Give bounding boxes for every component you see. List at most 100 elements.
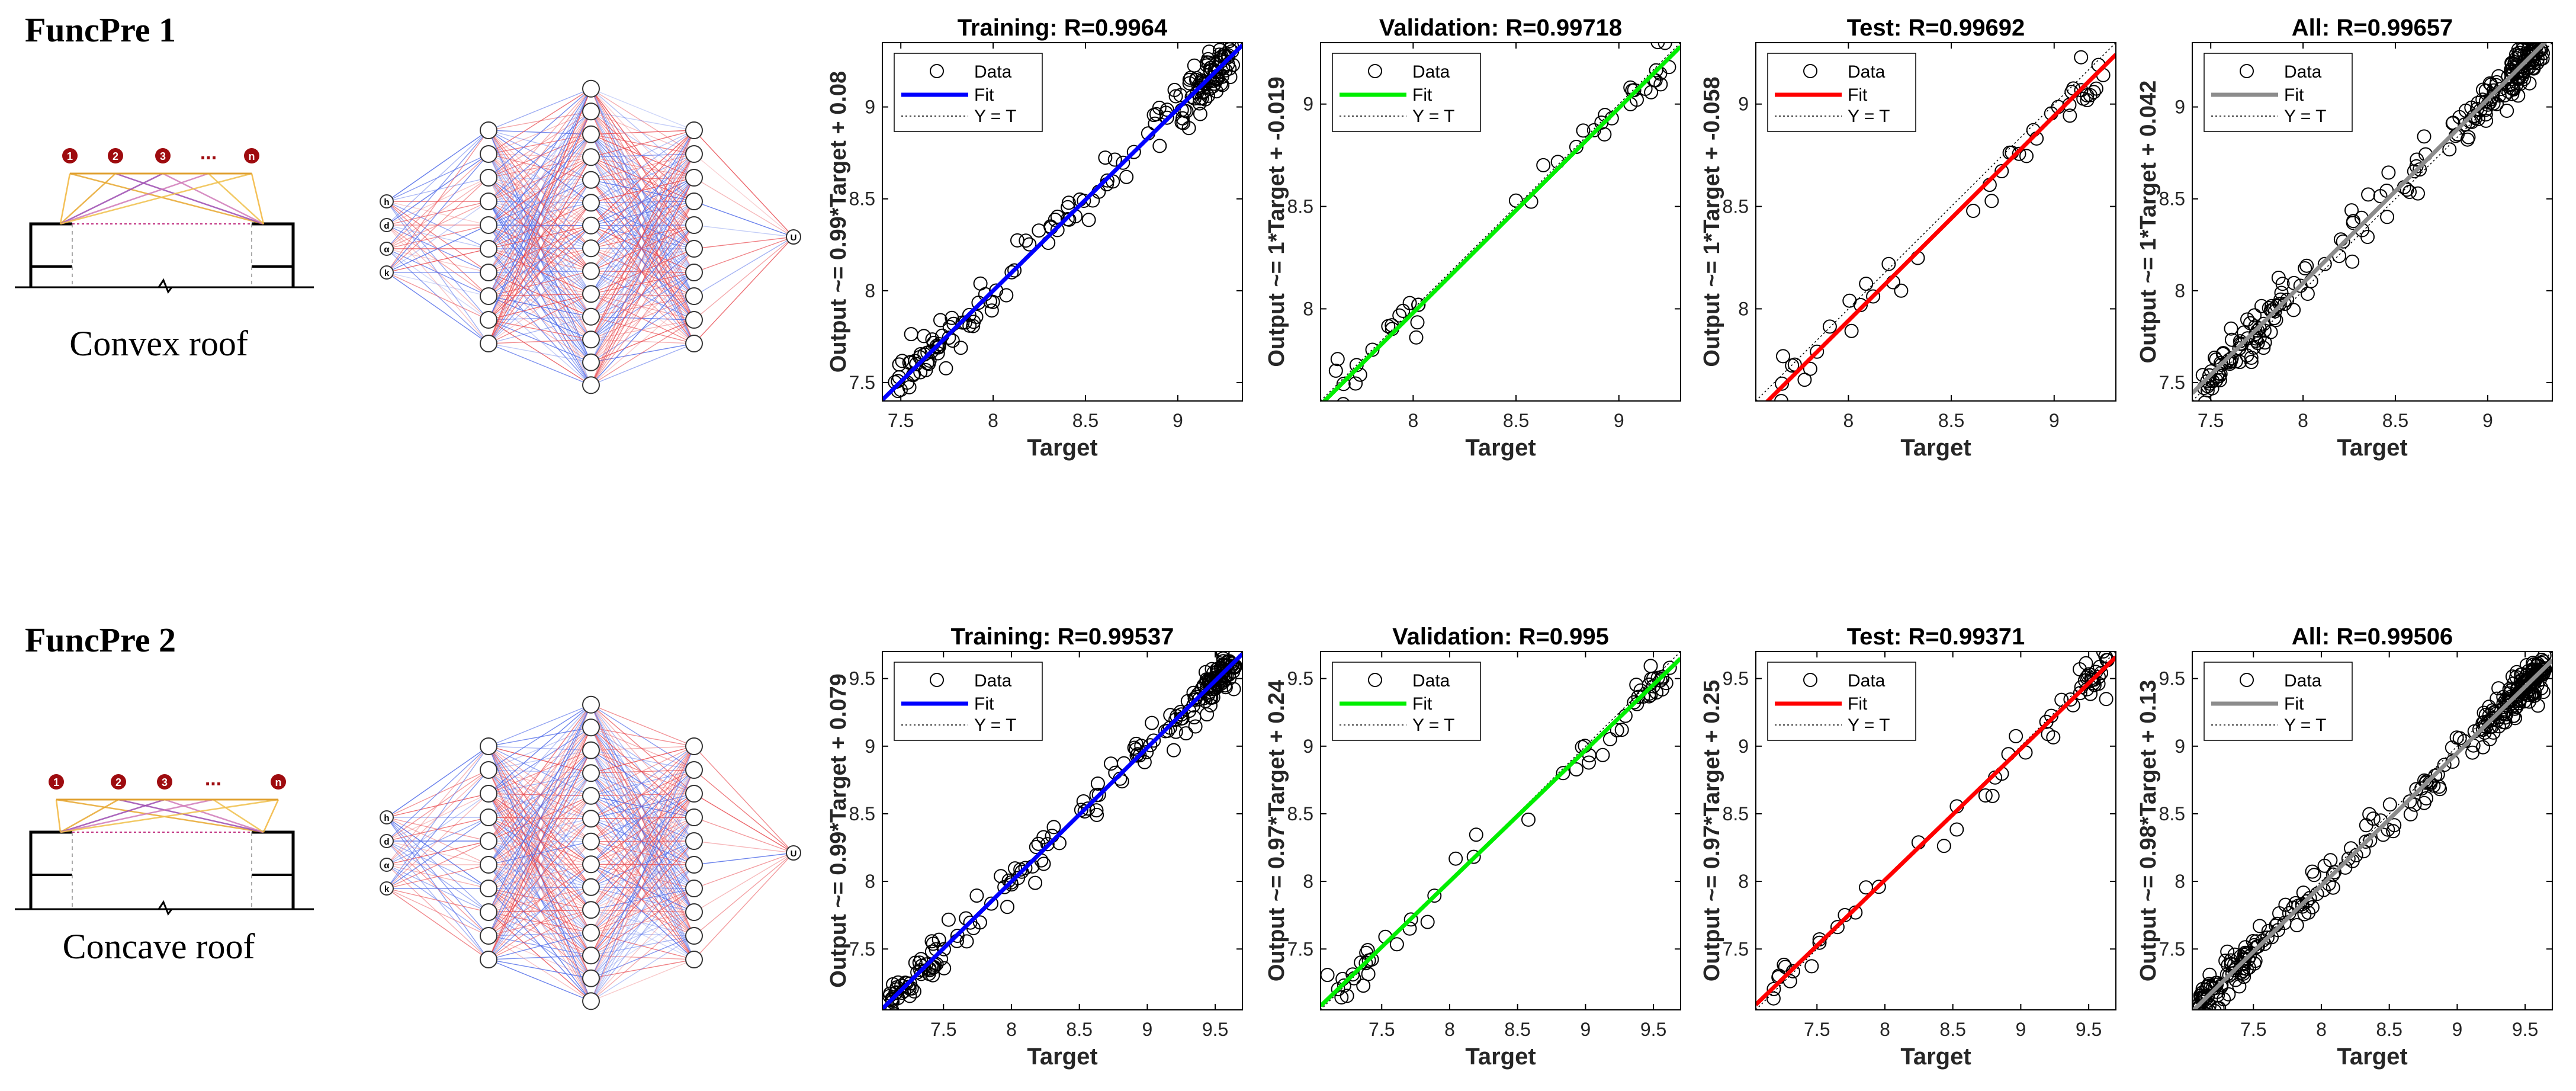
data-point bbox=[1586, 123, 1601, 137]
nn-hidden-node bbox=[582, 171, 600, 189]
nn-connection bbox=[590, 225, 695, 249]
nn-connection bbox=[488, 817, 592, 956]
nn-connection bbox=[590, 746, 695, 865]
nn-hidden-node bbox=[480, 856, 497, 874]
nn-connection bbox=[590, 750, 695, 818]
data-point bbox=[1149, 107, 1164, 121]
x-axis-label: Target bbox=[2337, 435, 2407, 461]
nn-connection bbox=[488, 935, 592, 956]
data-point bbox=[2417, 129, 2432, 144]
nn-connection bbox=[488, 111, 592, 344]
nn-connection bbox=[386, 769, 489, 842]
data-point bbox=[966, 319, 981, 333]
nn-connection bbox=[590, 746, 695, 797]
x-tick-label: 7.5 bbox=[930, 1019, 956, 1040]
data-point bbox=[2511, 49, 2526, 63]
nn-connection bbox=[488, 272, 592, 386]
nn-connection bbox=[488, 817, 592, 888]
truss-member bbox=[60, 172, 163, 225]
data-point bbox=[1028, 875, 1043, 890]
nn-connection bbox=[386, 153, 489, 202]
legend-data-marker bbox=[2240, 64, 2254, 78]
nn-connection bbox=[488, 153, 592, 249]
nn-connection bbox=[488, 727, 592, 960]
data-point bbox=[1361, 967, 1376, 981]
y-tick-label: 7.5 bbox=[849, 372, 875, 393]
nn-connection bbox=[590, 319, 695, 386]
y-tick-label: 8.5 bbox=[1287, 196, 1313, 217]
roof-node bbox=[271, 774, 286, 790]
nn-connection bbox=[590, 746, 695, 979]
data-point bbox=[1146, 733, 1161, 748]
data-point bbox=[2249, 333, 2263, 348]
truss-member bbox=[60, 173, 116, 224]
nn-connection bbox=[590, 909, 695, 960]
nn-connection bbox=[590, 888, 695, 979]
nn-hidden-node bbox=[582, 946, 600, 965]
nn-connection bbox=[386, 272, 489, 344]
x-tick-label: 8.5 bbox=[1066, 1019, 1092, 1040]
x-tick-label: 8.5 bbox=[1939, 1019, 1965, 1040]
legend-data-label: Data bbox=[1848, 671, 1886, 691]
nn-connection bbox=[590, 179, 695, 249]
chart-title: Validation: R=0.99718 bbox=[1379, 15, 1622, 41]
nn-connection bbox=[488, 156, 592, 320]
nn-connection bbox=[488, 202, 592, 249]
nn-connection bbox=[488, 343, 592, 363]
data-point bbox=[2373, 189, 2388, 204]
nn-hidden-node bbox=[480, 169, 497, 187]
nn-connection bbox=[590, 202, 695, 249]
nn-connection bbox=[488, 177, 592, 226]
nn-connection bbox=[590, 153, 695, 363]
nn-connection bbox=[590, 179, 695, 226]
truss-member bbox=[60, 172, 209, 225]
nn-connection bbox=[488, 111, 592, 249]
data-point bbox=[1337, 400, 1341, 401]
nn-hidden-node bbox=[685, 335, 703, 352]
nn-connection bbox=[488, 769, 592, 842]
y-tick-label: 9 bbox=[1303, 94, 1313, 115]
nn-connection bbox=[590, 841, 695, 865]
data-point bbox=[2236, 966, 2251, 981]
nn-connection bbox=[488, 177, 592, 249]
data-point bbox=[1208, 65, 1223, 79]
truss-member bbox=[164, 798, 264, 833]
nn-connection bbox=[386, 177, 489, 273]
x-tick-label: 8.5 bbox=[2382, 410, 2408, 431]
roof-node-label: n bbox=[275, 776, 282, 788]
nn-connection bbox=[488, 888, 592, 910]
y-tick-label: 8 bbox=[865, 871, 875, 892]
nn-connection bbox=[590, 179, 695, 297]
nn-input-label: d bbox=[384, 837, 389, 847]
nn-input-label: α bbox=[384, 245, 390, 255]
y-tick-label: 7.5 bbox=[2159, 938, 2185, 960]
axes-box bbox=[1755, 42, 2116, 402]
legend-box bbox=[1767, 662, 1916, 741]
nn-connection bbox=[488, 88, 592, 155]
nn-connection bbox=[386, 272, 489, 297]
nn-connection bbox=[590, 88, 695, 273]
data-point bbox=[1198, 665, 1213, 679]
data-point bbox=[1610, 723, 1624, 737]
y-axis-label: Output ~= 0.99*Target + 0.08 bbox=[826, 71, 851, 373]
nn-connection bbox=[693, 224, 794, 238]
nn-connection bbox=[590, 343, 695, 386]
data-point bbox=[2380, 210, 2395, 224]
identity-line bbox=[2192, 43, 2552, 401]
data-point bbox=[2465, 745, 2480, 760]
data-point bbox=[2411, 186, 2425, 201]
truss-member bbox=[250, 173, 265, 224]
data-point bbox=[1159, 110, 1174, 125]
nn-hidden-node bbox=[582, 102, 600, 121]
data-point bbox=[2387, 818, 2402, 833]
truss-member bbox=[55, 799, 62, 833]
nn-connection bbox=[488, 887, 592, 889]
truss-member bbox=[115, 172, 264, 225]
nn-connection bbox=[590, 153, 695, 249]
data-point bbox=[1119, 169, 1134, 184]
nn-connection bbox=[693, 852, 794, 936]
nn-connection bbox=[488, 153, 592, 363]
data-point bbox=[1129, 748, 1144, 763]
legend-identity-label: Y = T bbox=[1412, 107, 1454, 126]
x-tick-label: 9 bbox=[1142, 1019, 1152, 1040]
